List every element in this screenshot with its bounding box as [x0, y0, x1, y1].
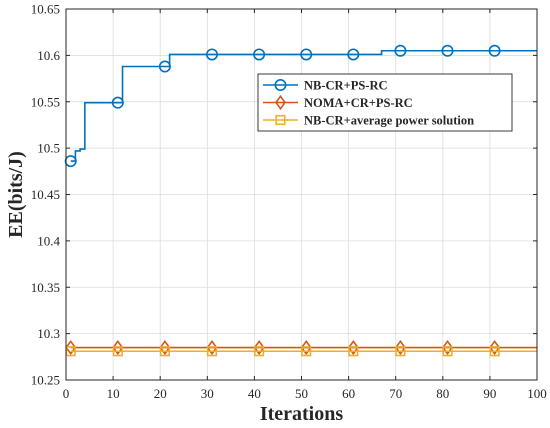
y-tick-label: 10.55 [31, 94, 60, 109]
data-point-marker [488, 44, 501, 57]
data-point-marker [300, 339, 312, 356]
data-point-marker [395, 346, 406, 357]
x-tick-label: 60 [342, 386, 355, 401]
legend-marker [275, 114, 286, 126]
data-point-marker [347, 48, 360, 61]
y-tick-label: 10.25 [31, 373, 60, 388]
y-tick-label: 10.65 [31, 2, 60, 17]
y-tick-label: 10.35 [31, 280, 60, 295]
data-point-marker [253, 339, 265, 356]
x-tick-label: 30 [201, 386, 214, 401]
data-point-marker [347, 339, 359, 356]
y-tick-label: 10.45 [31, 187, 60, 202]
y-tick-label: 10.4 [37, 233, 60, 248]
x-tick-label: 90 [483, 386, 496, 401]
data-point-marker [441, 44, 454, 57]
legend-item: NB-CR+PS-RC [263, 79, 388, 93]
data-point-marker [394, 44, 407, 57]
data-point-marker [112, 346, 123, 357]
legend-label: NB-CR+average power solution [304, 114, 474, 128]
data-point-marker [111, 96, 124, 109]
data-point-marker [301, 346, 312, 357]
axis-ticks: 0 10 20 30 40 50 60 70 80 90 100 10.25 10.3 10.35 10.4… [31, 2, 547, 402]
data-point-marker [253, 48, 266, 61]
data-point-marker [489, 346, 500, 357]
x-tick-label: 20 [154, 386, 167, 401]
data-point-marker [159, 346, 171, 357]
x-tick-label: 10 [107, 386, 120, 401]
data-point-marker [158, 60, 171, 73]
series-layer [64, 44, 537, 357]
grid-lines [65, 8, 538, 381]
data-point-marker [489, 339, 501, 356]
series-1 [64, 44, 537, 168]
legend-item: NOMA+CR+PS-RC [263, 94, 413, 111]
data-point-marker [206, 339, 218, 356]
y-axis-label: EE(bits/J) [5, 151, 27, 238]
legend-item: NB-CR+average power solution [263, 114, 474, 128]
y-tick-label: 10.6 [37, 48, 60, 63]
y-tick-label: 10.3 [37, 326, 60, 341]
series-line [70, 49, 537, 162]
data-point-marker [159, 339, 171, 356]
x-tick-label: 50 [295, 386, 308, 401]
x-tick-label: 80 [436, 386, 449, 401]
legend-box [257, 73, 513, 132]
y-tick-label: 10.5 [37, 141, 60, 156]
legend: NB-CR+PS-RC NOMA+CR+PS-RC NB-CR+average po… [257, 73, 513, 132]
legend-marker [275, 94, 286, 111]
data-point-marker [300, 48, 313, 61]
x-axis-label: Iterations [260, 403, 344, 425]
series-3 [65, 346, 537, 357]
x-tick-label: 40 [248, 386, 261, 401]
data-point-marker [348, 346, 359, 357]
data-point-marker [206, 48, 219, 61]
legend-marker [274, 79, 287, 92]
data-point-marker [394, 339, 406, 356]
x-tick-label: 100 [527, 386, 547, 401]
x-tick-label: 70 [389, 386, 402, 401]
legend-label: NB-CR+PS-RC [304, 79, 388, 93]
data-point-marker [206, 346, 218, 357]
data-point-marker [65, 339, 77, 356]
legend-label: NOMA+CR+PS-RC [304, 96, 413, 110]
x-tick-label: 0 [63, 386, 70, 401]
data-point-marker [442, 339, 453, 356]
data-point-marker [442, 346, 453, 357]
data-point-marker [112, 339, 124, 356]
data-point-marker [254, 346, 265, 357]
